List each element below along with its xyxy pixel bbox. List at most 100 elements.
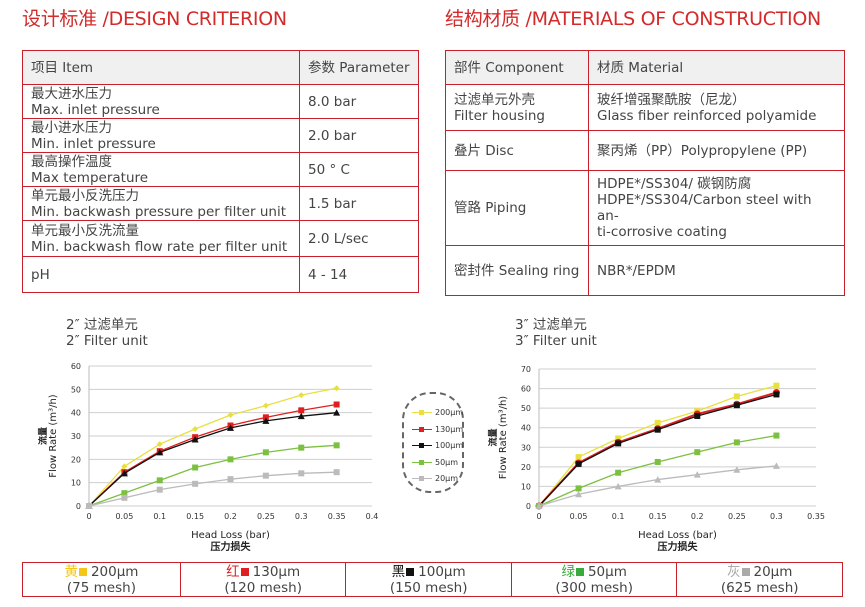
data-point xyxy=(333,442,340,449)
data-point xyxy=(733,466,741,473)
x-tick-label: 0.2 xyxy=(224,512,237,521)
data-point xyxy=(772,462,780,469)
key-cell: 绿 50μm (300 mesh) xyxy=(510,562,678,597)
caption-cn: 3″ 过滤单元 xyxy=(515,317,587,333)
x-tick-label: 0.05 xyxy=(570,512,588,521)
key-cell: 灰 20μm (625 mesh) xyxy=(676,562,843,597)
y-axis-label: Flow Rate (m³/h) xyxy=(498,396,509,479)
data-point xyxy=(120,469,128,477)
y-tick-label: 0 xyxy=(526,502,531,511)
item-cn: 单元最小反洗压力 xyxy=(31,187,139,204)
data-point xyxy=(654,419,661,426)
data-point xyxy=(575,490,583,498)
data-point xyxy=(733,439,740,446)
y-tick-label: 60 xyxy=(521,385,531,394)
data-point xyxy=(191,436,199,443)
x-tick-label: 0.15 xyxy=(649,512,667,521)
header-material: 材质 Material xyxy=(588,50,845,85)
x-axis-label-cn: 压力损失 xyxy=(211,540,252,553)
component: 过滤单元外壳 Filter housing xyxy=(445,84,589,131)
y-tick-label: 70 xyxy=(521,365,531,374)
series-line xyxy=(88,471,337,507)
x-axis-label: Head Loss (bar) xyxy=(191,530,270,541)
data-point xyxy=(156,477,163,484)
mesh: (120 mesh) xyxy=(224,579,302,596)
x-tick-label: 0 xyxy=(86,512,91,521)
x-tick-label: 0.35 xyxy=(328,512,346,521)
data-point xyxy=(262,417,270,424)
data-point xyxy=(693,471,701,478)
caption-en: 2″ Filter unit xyxy=(66,333,148,349)
key-cell: 黑 100μm (150 mesh) xyxy=(345,562,512,597)
data-point xyxy=(615,435,622,442)
x-axis-label-cn: 压力损失 xyxy=(658,540,699,553)
legend-line xyxy=(412,459,432,465)
legend-label: 100μm xyxy=(435,441,464,450)
y-tick-label: 40 xyxy=(521,424,531,433)
item-en: Min. backwash flow rate per filter unit xyxy=(31,238,288,255)
data-point xyxy=(333,401,340,408)
data-point xyxy=(614,482,622,490)
data-point xyxy=(615,469,622,476)
data-point xyxy=(227,476,234,483)
legend-item: 50μm xyxy=(412,458,458,467)
legend-item: 20μm xyxy=(412,474,458,483)
x-tick-label: 0.35 xyxy=(807,512,825,521)
color-swatch xyxy=(240,567,249,576)
table-row: pH 4 - 14 xyxy=(22,256,419,293)
size: 100μm xyxy=(418,563,466,580)
table-row: 最高操作温度 Max temperature 50 ° C xyxy=(22,152,419,187)
table-row: 最小进水压力 Min. inlet pressure 2.0 bar xyxy=(22,118,419,153)
data-point xyxy=(121,490,128,497)
table-row: 过滤单元外壳 Filter housing 玻纤增强聚酰胺（尼龙） Glass f… xyxy=(445,84,845,131)
series-line xyxy=(88,387,337,507)
legend-line xyxy=(412,476,432,481)
legend-label: 50μm xyxy=(435,457,459,467)
data-point xyxy=(86,503,92,509)
component: 管路 Piping xyxy=(445,170,589,246)
data-point xyxy=(227,456,234,463)
y-tick-label: 40 xyxy=(71,409,81,418)
data-point xyxy=(333,409,341,416)
x-tick-label: 0.15 xyxy=(186,512,204,521)
color-name: 黑 xyxy=(391,563,406,580)
legend-line xyxy=(412,410,432,415)
x-tick-label: 0.25 xyxy=(257,512,275,521)
material: NBR*/EPDM xyxy=(588,245,845,296)
table-row: 密封件 Sealing ring NBR*/EPDM xyxy=(445,245,845,296)
key-cell: 黄 200μm (75 mesh) xyxy=(22,562,181,597)
data-point xyxy=(654,458,661,465)
size: 50μm xyxy=(587,563,627,580)
chart1-caption: 2″ 过滤单元 2″ Filter unit xyxy=(66,317,148,349)
value: 1.5 bar xyxy=(299,186,419,221)
y-tick-label: 30 xyxy=(521,443,531,452)
value: 50 ° C xyxy=(299,152,419,187)
data-point xyxy=(121,494,128,501)
value: 8.0 bar xyxy=(299,84,419,119)
x-tick-label: 0.05 xyxy=(115,512,133,521)
design-criterion-table: 项目 Item 参数 Parameter 最大进水压力 Max. inlet pre… xyxy=(22,50,419,293)
y-axis-label: Flow Rate (m³/h) xyxy=(48,394,59,477)
y-tick-label: 50 xyxy=(521,404,531,413)
item-cn: 最小进水压力 xyxy=(31,119,112,136)
x-tick-label: 0 xyxy=(536,512,541,521)
data-point xyxy=(297,412,305,420)
table-row: 最大进水压力 Max. inlet pressure 8.0 bar xyxy=(22,84,419,119)
table-row: 单元最小反洗压力 Min. backwash pressure per filte… xyxy=(22,186,419,221)
mesh: (150 mesh) xyxy=(389,579,468,596)
data-point xyxy=(733,402,740,409)
data-point xyxy=(733,393,740,400)
data-point xyxy=(654,476,662,483)
value: 4 - 14 xyxy=(299,256,419,293)
data-point xyxy=(262,402,269,409)
data-point xyxy=(773,432,780,439)
data-point xyxy=(773,391,780,398)
data-point xyxy=(333,385,340,392)
material: 玻纤增强聚酰胺（尼龙） Glass fiber reinforced polya… xyxy=(588,84,845,131)
y-tick-label: 20 xyxy=(71,455,81,464)
y-tick-label: 30 xyxy=(71,432,81,441)
item-en: Max. inlet pressure xyxy=(31,101,160,118)
data-point xyxy=(192,464,199,471)
component: 叠片 Disc xyxy=(445,130,589,171)
color-name: 黄 xyxy=(64,563,78,580)
